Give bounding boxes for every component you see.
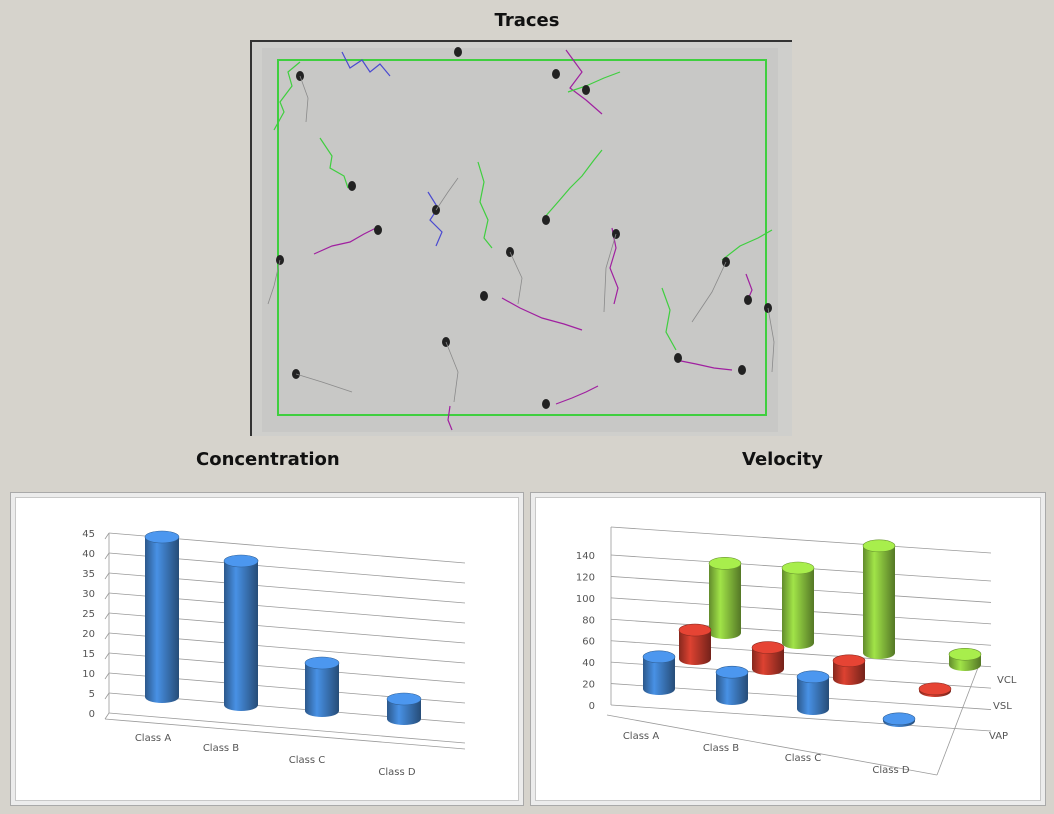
concentration-category-label: Class A bbox=[135, 733, 171, 744]
velocity-y-tick: 40 bbox=[582, 658, 595, 669]
velocity-category-label: Class C bbox=[785, 753, 821, 764]
concentration-bar bbox=[144, 530, 180, 703]
traces-image bbox=[262, 47, 778, 432]
concentration-category-label: Class C bbox=[289, 755, 325, 766]
velocity-bar-vap bbox=[882, 712, 916, 727]
velocity-bar-vap bbox=[796, 670, 830, 715]
velocity-bar-vcl bbox=[862, 539, 896, 659]
velocity-category-label: Class D bbox=[872, 765, 909, 776]
concentration-y-tick: 10 bbox=[82, 669, 95, 680]
velocity-bar-vcl bbox=[781, 561, 815, 649]
concentration-title: Concentration bbox=[196, 449, 340, 470]
concentration-floor bbox=[104, 718, 466, 750]
cell-traces bbox=[273, 49, 773, 431]
concentration-chart: 0 5 10 15 20 25 30 35 40 45 Class A Class B Class C C… bbox=[82, 529, 466, 778]
velocity-y-tick: 80 bbox=[582, 615, 595, 626]
analysis-boundary bbox=[277, 59, 767, 416]
concentration-category-label: Class B bbox=[203, 743, 239, 754]
velocity-floor-front bbox=[606, 714, 938, 776]
concentration-y-tick: 45 bbox=[82, 529, 95, 540]
cell-tails bbox=[267, 75, 775, 403]
concentration-y-tick: 20 bbox=[82, 629, 95, 640]
velocity-bar-vcl bbox=[708, 557, 742, 639]
velocity-category-label: Class B bbox=[703, 743, 739, 754]
concentration-y-tick: 5 bbox=[89, 689, 95, 700]
velocity-floor-side bbox=[936, 664, 980, 776]
velocity-y-tick: 0 bbox=[589, 701, 595, 712]
velocity-chart-panel: 0 20 40 60 80 100 120 140 Class A Class B Class C C… bbox=[530, 492, 1046, 806]
concentration-y-tick: 30 bbox=[82, 589, 95, 600]
velocity-bar-vap bbox=[715, 665, 749, 705]
velocity-title: Velocity bbox=[742, 449, 823, 470]
concentration-y-tick: 40 bbox=[82, 549, 95, 560]
velocity-y-tick: 100 bbox=[576, 594, 595, 605]
velocity-series-label: VAP bbox=[989, 731, 1008, 742]
concentration-bar bbox=[223, 554, 259, 711]
velocity-y-tick: 140 bbox=[576, 551, 595, 562]
velocity-y-tick: 20 bbox=[582, 680, 595, 691]
concentration-y-tick: 25 bbox=[82, 609, 95, 620]
velocity-bar-vcl bbox=[948, 647, 982, 671]
microscope-field bbox=[262, 48, 778, 432]
velocity-bar-vsl bbox=[678, 623, 712, 665]
velocity-chart: 0 20 40 60 80 100 120 140 Class A Class B Class C C… bbox=[576, 526, 1017, 776]
traces-title: Traces bbox=[494, 10, 560, 31]
velocity-series-label: VCL bbox=[997, 675, 1017, 686]
velocity-y-tick: 60 bbox=[582, 637, 595, 648]
velocity-bar-vsl bbox=[751, 641, 785, 675]
velocity-bar-vap bbox=[642, 650, 676, 695]
concentration-category-label: Class D bbox=[378, 767, 415, 778]
traces-image-panel bbox=[250, 40, 792, 436]
concentration-y-tick: 35 bbox=[82, 569, 95, 580]
concentration-y-tick: 0 bbox=[89, 709, 95, 720]
velocity-bar-vsl bbox=[832, 654, 866, 685]
concentration-bar bbox=[386, 692, 422, 725]
velocity-series-label: VSL bbox=[993, 701, 1012, 712]
concentration-y-tick: 15 bbox=[82, 649, 95, 660]
velocity-y-tick: 120 bbox=[576, 572, 595, 583]
velocity-category-label: Class A bbox=[623, 731, 659, 742]
concentration-bar bbox=[304, 656, 340, 717]
concentration-chart-panel: 0 5 10 15 20 25 30 35 40 45 Class A Class B Class C C… bbox=[10, 492, 524, 806]
velocity-bar-vsl bbox=[918, 682, 952, 697]
